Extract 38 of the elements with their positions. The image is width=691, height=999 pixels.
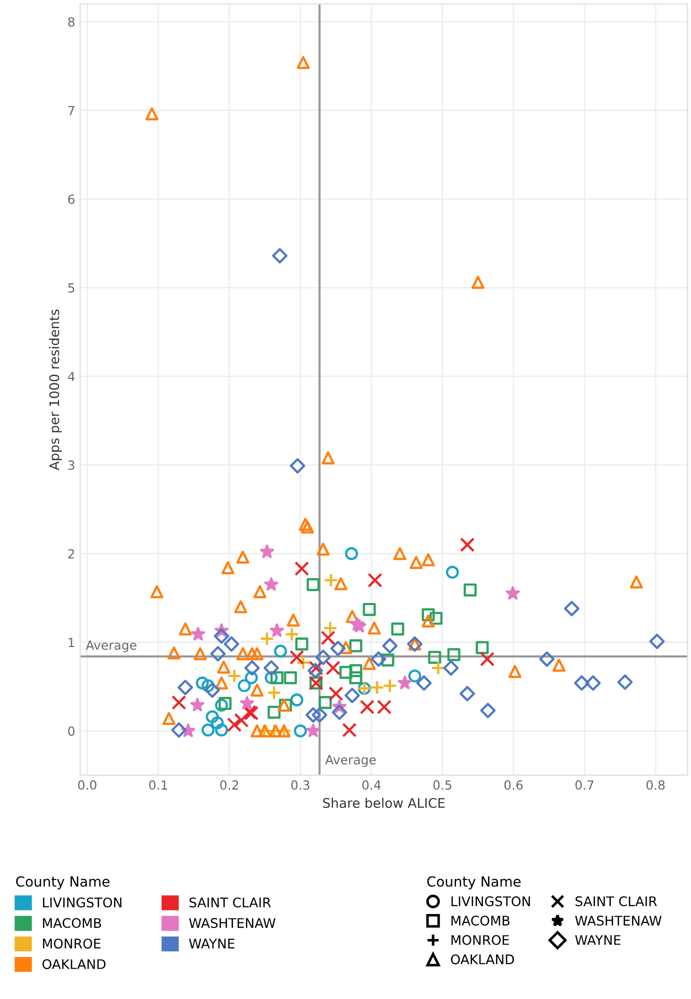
legend-label: MONROE [43, 938, 100, 949]
y-tick-label: 0 [68, 726, 74, 736]
legend-label: LIVINGSTON [43, 897, 122, 908]
x-tick-label: 0.7 [575, 780, 594, 790]
ref-line-label: Average [325, 755, 376, 767]
y-tick-label: 2 [68, 549, 74, 558]
y-axis-title: Apps per 1000 residents [49, 310, 62, 470]
x-tick-label: 0.3 [291, 780, 310, 790]
legend-title: County Name [16, 876, 110, 890]
y-tick-label: 1 [68, 638, 74, 648]
text: OAKLAND [450, 954, 514, 964]
text: County Name [427, 876, 521, 890]
text: SAINT CLAIR [576, 896, 657, 906]
text: LIVINGSTON [452, 896, 530, 906]
text: MACOMB [452, 916, 510, 926]
text: MONROE [452, 935, 509, 945]
legend-label: WASHTENAW [189, 918, 276, 928]
x-tick-label: 0.0 [78, 780, 96, 790]
legend-label: MACOMB [43, 918, 101, 928]
x-tick-label: 0.6 [504, 780, 523, 790]
y-tick-label: 8 [68, 17, 74, 27]
y-tick-label: 4 [68, 372, 75, 382]
x-tick-label: 0.1 [149, 780, 168, 790]
y-tick-label: 7 [68, 106, 74, 116]
legend-label: SAINT CLAIR [190, 897, 271, 908]
text: WASHTENAW [575, 916, 662, 926]
x-tick-label: 0.8 [646, 780, 665, 790]
x-tick-label: 0.2 [220, 780, 238, 790]
x-axis-title: Share below ALICE [323, 798, 445, 808]
y-tick-label: 3 [68, 460, 74, 470]
text: WAYNE [575, 935, 620, 945]
ref-line-label: Average [86, 640, 136, 652]
x-tick-label: 0.4 [362, 780, 381, 790]
y-tick-label: 6 [68, 194, 75, 204]
legend-label: OAKLAND [42, 959, 106, 970]
legend-label: WAYNE [189, 938, 234, 948]
x-tick-label: 0.5 [433, 780, 452, 790]
y-tick-label: 5 [68, 283, 74, 293]
